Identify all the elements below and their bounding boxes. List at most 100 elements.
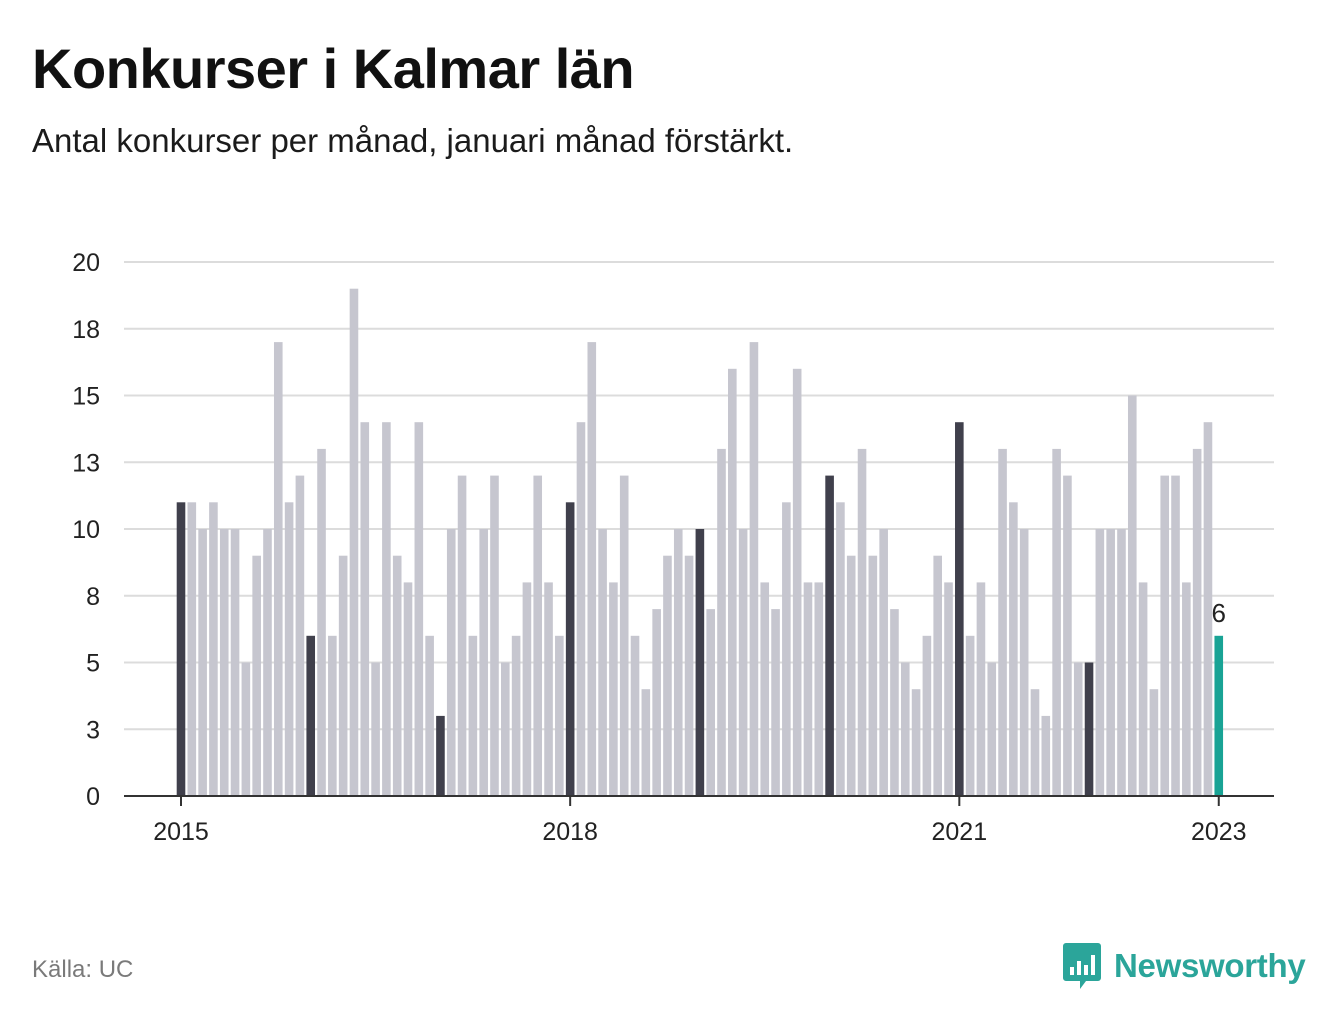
bar — [652, 609, 661, 796]
y-tick-label: 20 — [72, 249, 100, 277]
x-tick-label: 2023 — [1191, 818, 1247, 846]
bar — [911, 689, 921, 796]
bar — [209, 502, 218, 796]
bar — [349, 288, 359, 796]
bar — [284, 502, 294, 796]
bar — [511, 635, 521, 796]
bar — [1117, 529, 1126, 796]
bar — [425, 635, 434, 796]
latest-value-label: 6 — [1212, 598, 1226, 628]
y-tick-label: 10 — [72, 516, 100, 544]
bar — [738, 529, 748, 796]
bar — [1192, 448, 1202, 796]
bar — [922, 635, 932, 796]
bar — [1149, 689, 1159, 796]
y-tick-label: 5 — [86, 650, 100, 678]
bar — [587, 342, 597, 796]
bar — [1171, 475, 1180, 796]
bar — [846, 555, 856, 796]
bar — [295, 475, 305, 796]
bar — [328, 635, 337, 796]
bar — [728, 368, 737, 796]
bar — [360, 422, 370, 796]
bar — [630, 635, 640, 796]
brand-name: Newsworthy — [1114, 947, 1306, 984]
annotations: 6 — [1212, 598, 1226, 628]
bar — [1203, 422, 1213, 796]
x-tick-label: 2018 — [542, 818, 598, 846]
bar — [1127, 395, 1137, 796]
bar-chart-speech-bubble-icon — [1063, 943, 1101, 989]
y-tick-label: 15 — [72, 383, 100, 411]
bar — [609, 582, 618, 796]
bar — [576, 422, 586, 796]
bar — [987, 662, 997, 796]
bar — [890, 609, 899, 796]
y-tick-label: 13 — [72, 449, 100, 477]
bar — [1052, 448, 1061, 796]
bars — [176, 288, 1224, 796]
y-tick-label: 3 — [86, 716, 100, 744]
bar — [1063, 475, 1072, 796]
y-tick-label: 18 — [72, 316, 100, 344]
bar — [1019, 529, 1029, 796]
bar — [414, 422, 424, 796]
bar — [717, 448, 726, 796]
bar-january — [1084, 662, 1094, 796]
bar — [944, 582, 953, 796]
x-axis-labels: 2015 2018 2021 2023 — [153, 818, 1246, 846]
bar — [976, 582, 986, 796]
bar — [998, 448, 1007, 796]
bar — [965, 635, 975, 796]
x-axis — [124, 795, 1274, 806]
bar — [392, 555, 402, 796]
bar — [479, 529, 488, 796]
bar — [241, 662, 251, 796]
bar — [1138, 582, 1148, 796]
bar-january — [565, 502, 575, 796]
bar — [868, 555, 878, 796]
bar — [555, 635, 564, 796]
bar — [792, 368, 802, 796]
bar — [1160, 475, 1170, 796]
bar — [371, 662, 380, 796]
bar — [338, 555, 348, 796]
x-tick-label: 2021 — [932, 818, 988, 846]
chart-subtitle: Antal konkurser per månad, januari månad… — [32, 122, 794, 159]
bar — [446, 529, 456, 796]
bar — [522, 582, 532, 796]
bar — [836, 502, 845, 796]
bar-january — [436, 715, 445, 796]
y-tick-label: 8 — [86, 583, 100, 611]
bar — [684, 555, 694, 796]
bar — [933, 555, 942, 796]
bar — [457, 475, 467, 796]
bar — [598, 529, 607, 796]
y-axis-labels: 0 3 5 8 10 13 15 18 20 — [72, 249, 100, 811]
bar — [771, 609, 780, 796]
bar-january — [176, 502, 186, 796]
bar-january — [306, 635, 316, 796]
bar — [252, 555, 261, 796]
bar — [1041, 715, 1051, 796]
bar — [230, 529, 240, 796]
bar — [501, 662, 510, 796]
bar — [273, 342, 283, 796]
bar — [1095, 529, 1105, 796]
bar — [857, 448, 867, 796]
bar-january — [825, 475, 834, 796]
bar — [1009, 502, 1018, 796]
chart-title: Konkurser i Kalmar län — [32, 37, 635, 100]
bar — [468, 635, 478, 796]
bar — [782, 502, 791, 796]
bar — [803, 582, 813, 796]
bar — [641, 689, 651, 796]
brand-logo[interactable]: Newsworthy — [1062, 940, 1306, 992]
bar — [263, 529, 272, 796]
bar — [1073, 662, 1083, 796]
bar — [1182, 582, 1191, 796]
bar — [663, 555, 672, 796]
bar — [219, 529, 229, 796]
bar — [673, 529, 683, 796]
bar-latest — [1214, 635, 1224, 796]
